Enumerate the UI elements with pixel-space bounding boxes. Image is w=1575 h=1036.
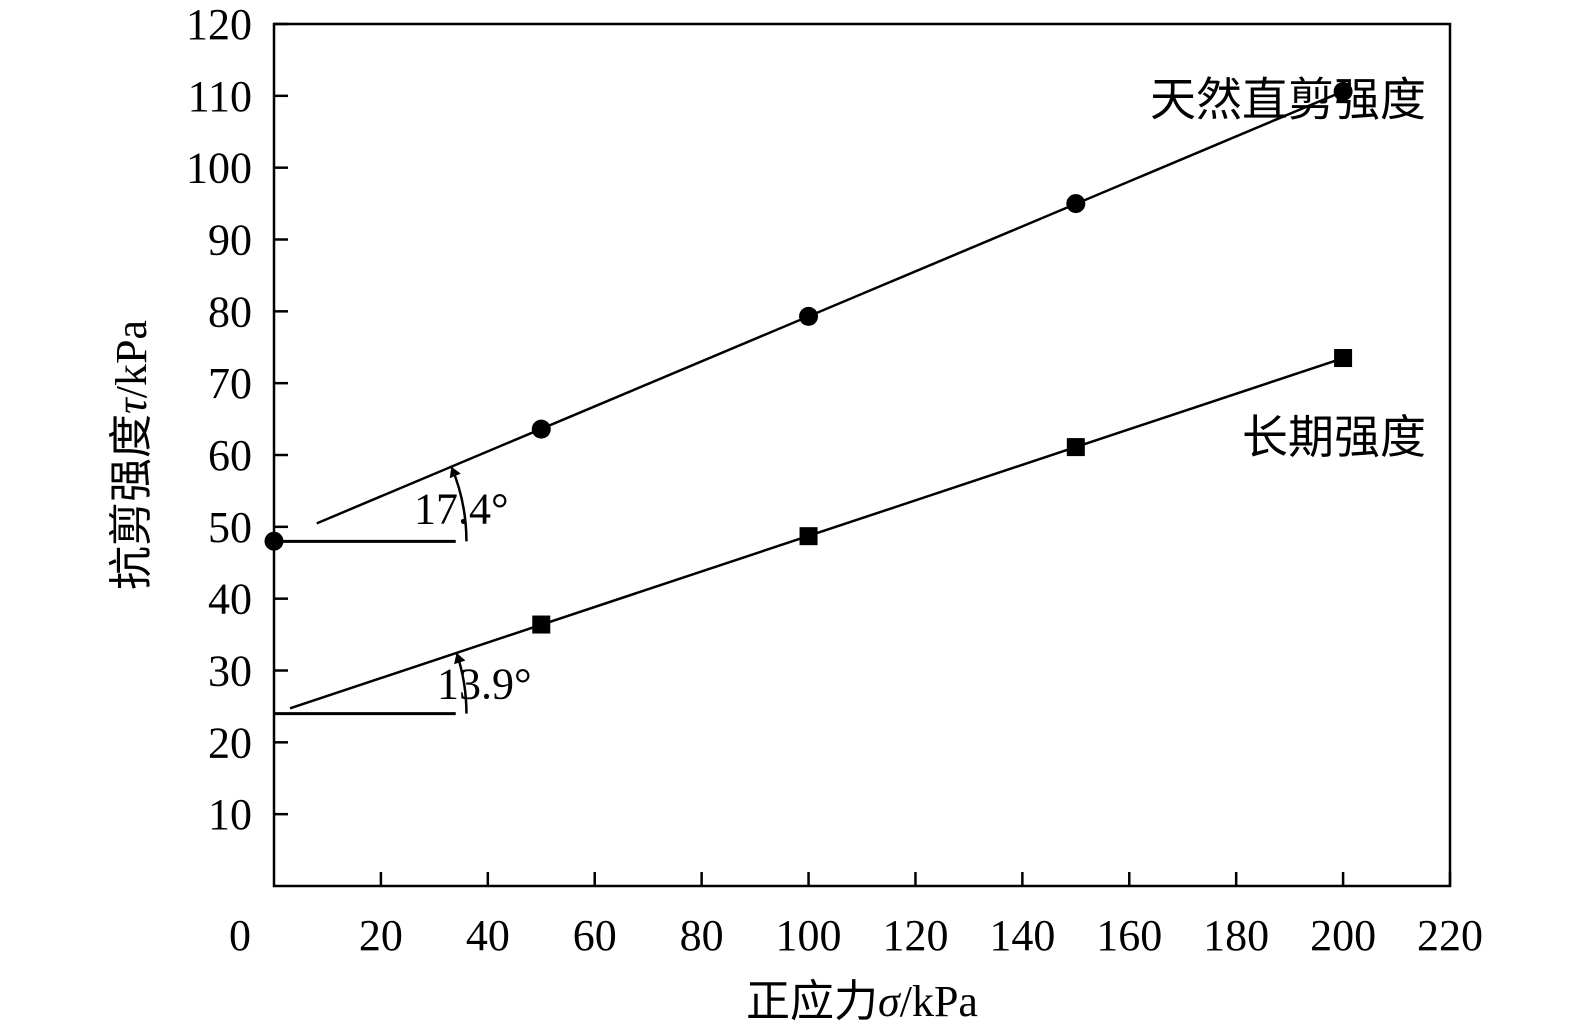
series-0-label: 天然直剪强度 [1150, 75, 1426, 126]
y-axis: 10 20 30 40 50 60 70 80 90 100 110 120 [186, 0, 288, 839]
y-tick-label: 90 [208, 216, 252, 265]
x-tick-label: 180 [1203, 911, 1269, 960]
y-tick-label: 50 [208, 503, 252, 552]
series-0-point [1333, 82, 1353, 102]
series-0-point [799, 306, 819, 326]
y-tick-label: 70 [208, 359, 252, 408]
series-1-point [799, 527, 818, 546]
y-axis-label-symbol: τ [107, 396, 156, 414]
series-1-point [532, 615, 551, 634]
series-1: 长期强度 [289, 349, 1426, 710]
x-tick-label: 80 [680, 911, 724, 960]
annotation-layer: 17.4° 13.9° [274, 466, 532, 716]
y-tick-label: 100 [186, 144, 252, 193]
x-tick-label: 220 [1417, 911, 1483, 960]
angle-annotation-0: 17.4° [274, 466, 509, 543]
y-tick-label: 10 [208, 790, 252, 839]
series-0: 天然直剪强度 [264, 75, 1426, 551]
x-tick-label: 100 [776, 911, 842, 960]
y-axis-label-prefix: 抗剪强度 [107, 414, 156, 590]
x-tick-label: 20 [359, 911, 403, 960]
y-tick-label: 20 [208, 718, 252, 767]
series-0-point [1066, 194, 1086, 214]
x-tick-label: 160 [1096, 911, 1162, 960]
angle-arrowhead [454, 652, 466, 665]
x-axis-label-prefix: 正应力 [746, 977, 878, 1026]
x-tick-label: 140 [989, 911, 1055, 960]
series-1-label: 长期强度 [1242, 412, 1426, 463]
series-1-point [1066, 438, 1085, 457]
x-axis: 0 20 40 60 80 100 120 140 160 180 200 220 [229, 872, 1483, 960]
y-tick-label: 120 [186, 0, 252, 49]
x-axis-label: 正应力σ/kPa [746, 977, 978, 1026]
x-axis-label-symbol: σ [878, 977, 902, 1026]
x-tick-label: 0 [229, 911, 251, 960]
angle-annotation-1: 13.9° [274, 652, 532, 716]
angle-label: 13.9° [437, 660, 532, 709]
x-tick-label: 200 [1310, 911, 1376, 960]
angle-arrowhead [449, 466, 461, 479]
x-axis-label-unit: /kPa [900, 977, 978, 1026]
series-1-point [1334, 349, 1353, 368]
y-axis-label-unit: /kPa [107, 320, 156, 398]
y-axis-label: 抗剪强度τ/kPa [107, 320, 156, 590]
y-tick-label: 30 [208, 647, 252, 696]
x-tick-label: 120 [882, 911, 948, 960]
series-0-line [316, 90, 1344, 525]
series-0-point [531, 419, 551, 439]
y-tick-label: 80 [208, 287, 252, 336]
x-tick-label: 40 [466, 911, 510, 960]
angle-label: 17.4° [414, 484, 509, 533]
y-tick-label: 40 [208, 575, 252, 624]
y-tick-label: 110 [188, 72, 252, 121]
x-tick-label: 60 [573, 911, 617, 960]
y-tick-label: 60 [208, 431, 252, 480]
